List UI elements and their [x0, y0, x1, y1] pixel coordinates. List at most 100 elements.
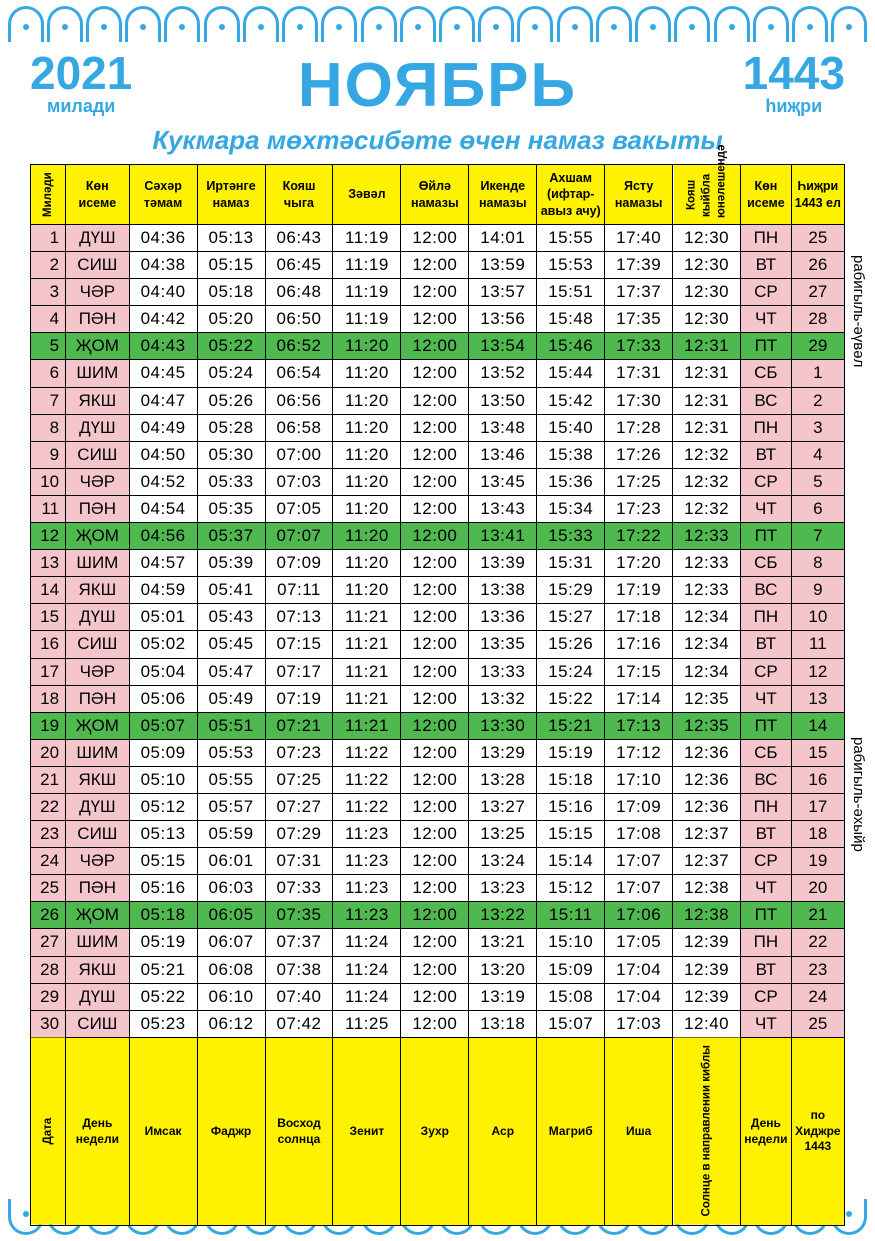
- cell-hijri-date: 12: [791, 658, 844, 685]
- cell-time-8: 12:32: [673, 441, 741, 468]
- cell-time-7: 17:37: [605, 279, 673, 306]
- cell-time-4: 12:00: [401, 875, 469, 902]
- cell-date: 21: [31, 766, 66, 793]
- cell-hijri-date: 13: [791, 685, 844, 712]
- cell-time-2: 06:52: [265, 333, 333, 360]
- cell-time-4: 12:00: [401, 414, 469, 441]
- cell-time-3: 11:21: [333, 712, 401, 739]
- table-wrap: Миләди Көн исеме Сәхәр тәмам Иртәнге нам…: [30, 164, 845, 1226]
- cell-dayname-ru: ПН: [741, 793, 792, 820]
- cell-time-5: 13:48: [469, 414, 537, 441]
- cell-date: 19: [31, 712, 66, 739]
- cell-time-8: 12:32: [673, 468, 741, 495]
- tf-hijri: по Хиджре 1443: [791, 1037, 844, 1225]
- cell-time-1: 05:43: [197, 604, 265, 631]
- cell-date: 28: [31, 956, 66, 983]
- cell-time-7: 17:07: [605, 848, 673, 875]
- cell-time-1: 06:07: [197, 929, 265, 956]
- cell-time-0: 05:23: [129, 1010, 197, 1037]
- cell-time-6: 15:42: [537, 387, 605, 414]
- cell-date: 9: [31, 441, 66, 468]
- cell-time-5: 13:43: [469, 495, 537, 522]
- cell-time-3: 11:21: [333, 685, 401, 712]
- cell-time-1: 05:51: [197, 712, 265, 739]
- content: 2021 милади НОЯБРЬ 1443 һиҗри Кукмара мө…: [30, 50, 845, 1191]
- table-row: 21ЯКШ05:1005:5507:2511:2212:0013:2815:18…: [31, 766, 845, 793]
- cell-time-7: 17:09: [605, 793, 673, 820]
- cell-time-6: 15:53: [537, 252, 605, 279]
- cell-hijri-date: 26: [791, 252, 844, 279]
- cell-time-1: 05:20: [197, 306, 265, 333]
- cell-time-2: 06:56: [265, 387, 333, 414]
- cell-time-6: 15:14: [537, 848, 605, 875]
- cell-time-0: 05:07: [129, 712, 197, 739]
- table-row: 13ШИМ04:5705:3907:0911:2012:0013:3915:31…: [31, 550, 845, 577]
- cell-time-1: 05:26: [197, 387, 265, 414]
- table-row: 27ШИМ05:1906:0707:3711:2412:0013:2115:10…: [31, 929, 845, 956]
- cell-time-1: 05:47: [197, 658, 265, 685]
- table-row: 11ПӘН04:5405:3507:0511:2012:0013:4315:34…: [31, 495, 845, 522]
- cell-time-4: 12:00: [401, 252, 469, 279]
- cell-date: 11: [31, 495, 66, 522]
- table-head: Миләди Көн исеме Сәхәр тәмам Иртәнге нам…: [31, 165, 845, 225]
- cell-dayname-ru: ПТ: [741, 712, 792, 739]
- cell-date: 10: [31, 468, 66, 495]
- cell-time-0: 04:54: [129, 495, 197, 522]
- cell-time-6: 15:40: [537, 414, 605, 441]
- cell-time-4: 12:00: [401, 712, 469, 739]
- cell-date: 15: [31, 604, 66, 631]
- cell-dayname-tatar: ЧӘР: [66, 468, 130, 495]
- cell-time-0: 05:13: [129, 821, 197, 848]
- cell-date: 2: [31, 252, 66, 279]
- cell-time-8: 12:30: [673, 252, 741, 279]
- cell-time-0: 05:22: [129, 983, 197, 1010]
- cell-time-2: 06:48: [265, 279, 333, 306]
- cell-dayname-ru: СБ: [741, 360, 792, 387]
- cell-time-2: 07:05: [265, 495, 333, 522]
- cell-dayname-ru: ВС: [741, 387, 792, 414]
- cell-dayname-ru: ЧТ: [741, 685, 792, 712]
- cell-time-3: 11:22: [333, 793, 401, 820]
- tf-fajr: Фаджр: [197, 1037, 265, 1225]
- cell-dayname-tatar: ШИМ: [66, 739, 130, 766]
- cell-time-1: 05:39: [197, 550, 265, 577]
- cell-time-7: 17:12: [605, 739, 673, 766]
- table-row: 22ДҮШ05:1205:5707:2711:2212:0013:2715:16…: [31, 793, 845, 820]
- cell-time-3: 11:20: [333, 387, 401, 414]
- cell-dayname-ru: ВТ: [741, 821, 792, 848]
- cell-dayname-ru: ЧТ: [741, 495, 792, 522]
- hijri-month-label: рабигыль-әүвәл: [850, 234, 867, 389]
- cell-time-5: 13:21: [469, 929, 537, 956]
- cell-time-4: 12:00: [401, 441, 469, 468]
- cell-time-2: 07:35: [265, 902, 333, 929]
- cell-date: 3: [31, 279, 66, 306]
- cell-time-2: 06:43: [265, 225, 333, 252]
- cell-time-4: 12:00: [401, 766, 469, 793]
- cell-time-6: 15:31: [537, 550, 605, 577]
- cell-time-4: 12:00: [401, 1010, 469, 1037]
- cell-time-2: 07:25: [265, 766, 333, 793]
- tf-date: Дата: [31, 1037, 66, 1225]
- cell-time-8: 12:36: [673, 766, 741, 793]
- cell-time-7: 17:04: [605, 956, 673, 983]
- cell-time-1: 05:35: [197, 495, 265, 522]
- year-gregorian-label: милади: [30, 96, 132, 117]
- cell-hijri-date: 8: [791, 550, 844, 577]
- table-row: 6ШИМ04:4505:2406:5411:2012:0013:5215:441…: [31, 360, 845, 387]
- cell-time-3: 11:24: [333, 983, 401, 1010]
- cell-time-1: 06:08: [197, 956, 265, 983]
- prayer-table: Миләди Көн исеме Сәхәр тәмам Иртәнге нам…: [30, 164, 845, 1226]
- cell-hijri-date: 25: [791, 225, 844, 252]
- cell-time-3: 11:23: [333, 821, 401, 848]
- cell-time-7: 17:04: [605, 983, 673, 1010]
- th-dayname: Көн исеме: [66, 165, 130, 225]
- cell-time-7: 17:22: [605, 523, 673, 550]
- table-row: 14ЯКШ04:5905:4107:1111:2012:0013:3815:29…: [31, 577, 845, 604]
- cell-time-4: 12:00: [401, 685, 469, 712]
- cell-time-1: 05:13: [197, 225, 265, 252]
- cell-time-1: 05:55: [197, 766, 265, 793]
- cell-time-3: 11:21: [333, 631, 401, 658]
- cell-time-7: 17:10: [605, 766, 673, 793]
- cell-time-7: 17:30: [605, 387, 673, 414]
- cell-time-4: 12:00: [401, 577, 469, 604]
